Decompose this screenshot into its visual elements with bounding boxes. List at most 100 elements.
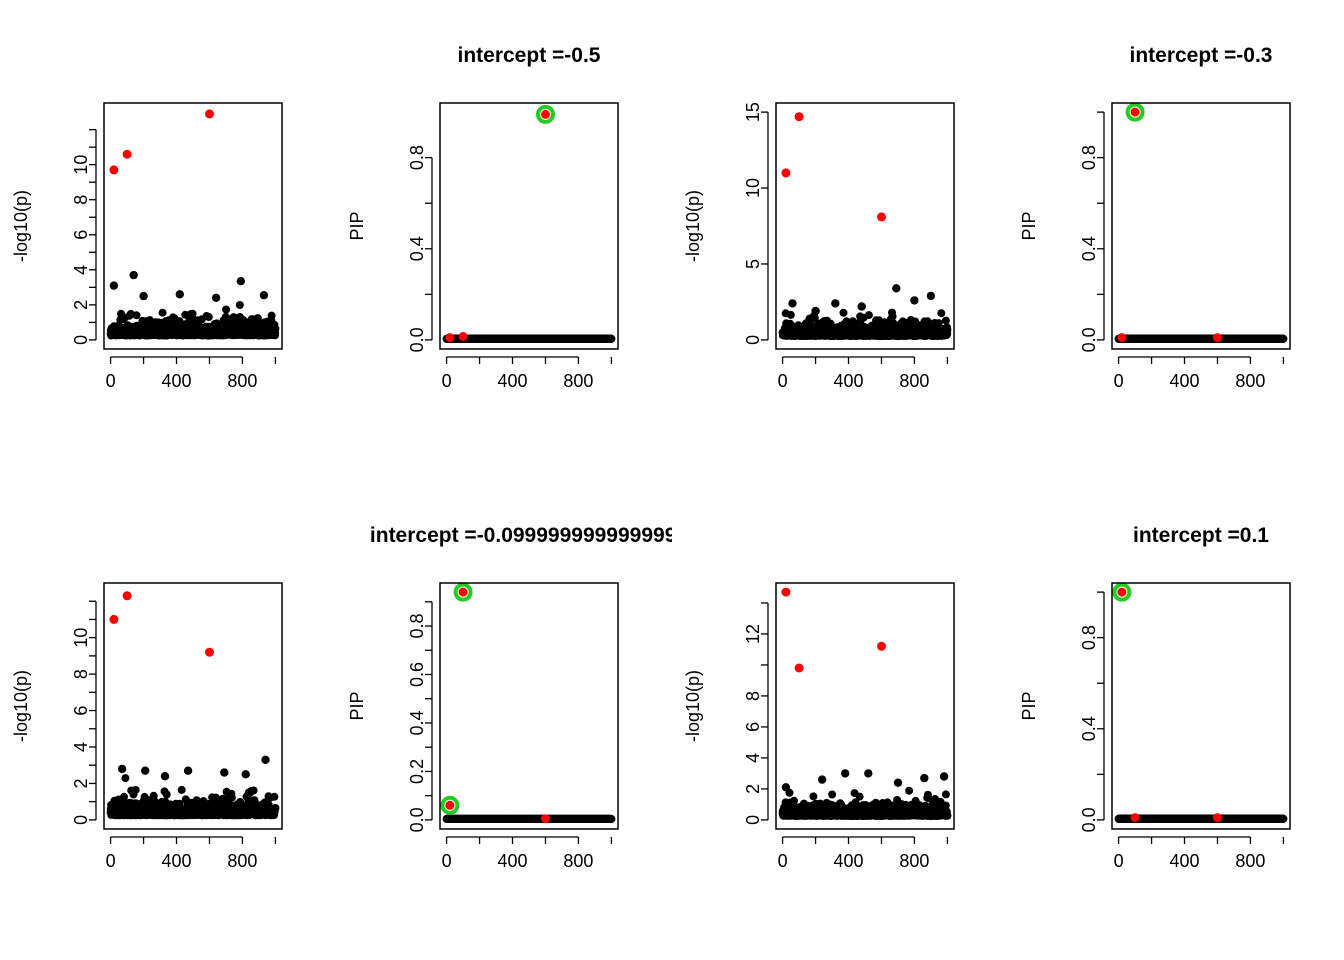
plot-box: [439, 102, 619, 350]
panel-title: intercept =-0.5: [458, 44, 601, 67]
bulk-point: [864, 311, 873, 320]
causal-point: [458, 332, 468, 341]
bulk-point: [158, 308, 167, 317]
y-tick-label: 0.4: [1079, 236, 1099, 261]
bulk-point: [888, 312, 897, 321]
causal-point: [445, 333, 455, 343]
bulk-point: [267, 311, 276, 320]
x-tick-label: 0: [106, 371, 116, 391]
causal-point: [877, 212, 886, 222]
panel-2: intercept =-0.5 0 400 800 0.0 0.4 0.8 PIP: [347, 44, 619, 391]
y-tick-label: 0.8: [407, 145, 427, 170]
y-tick-label: 0.8: [1079, 145, 1099, 170]
data-points: [442, 104, 616, 343]
x-tick-label: 800: [227, 371, 257, 391]
y-axis-label: -log10(p): [11, 190, 31, 262]
causal-point: [1117, 333, 1127, 343]
causal-point: [205, 109, 214, 119]
bulk-point: [175, 290, 184, 299]
data-points: [106, 591, 280, 820]
plot-box: [1111, 102, 1291, 350]
data-points: [1114, 103, 1288, 343]
y-tick-label: 6: [71, 230, 91, 240]
x-tick-label: 400: [833, 371, 863, 391]
bulk-point: [204, 313, 213, 321]
x-tick-label: 800: [899, 371, 929, 391]
bulk-point: [235, 301, 244, 309]
y-tick-label: 2: [71, 300, 91, 310]
bulk-point: [132, 311, 141, 320]
bulk-point: [131, 786, 140, 794]
y-tick-label: 4: [71, 265, 91, 275]
data-points: [778, 112, 952, 341]
bulk-point: [121, 774, 130, 783]
y-tick-label: 0: [743, 335, 763, 345]
y-axis-label: -log10(p): [683, 190, 703, 262]
x-tick-label: 400: [161, 371, 191, 391]
causal-point: [541, 109, 550, 119]
x-axis: 0 400 800: [778, 356, 949, 391]
bulk-point: [211, 293, 221, 302]
bulk-point: [162, 790, 171, 799]
y-tick-label: 10: [743, 178, 763, 198]
y-tick-label: 0.4: [407, 236, 427, 261]
bulk-point: [839, 308, 848, 317]
y-axis: 0.0 0.4 0.8: [407, 145, 433, 352]
y-tick-label: 8: [71, 195, 91, 205]
bulk-point: [222, 305, 231, 314]
x-tick-label: 800: [563, 371, 593, 391]
x-tick-label: 0: [442, 371, 452, 391]
y-axis: 0 2 4 6 8 10: [71, 128, 97, 345]
y-axis-label: PIP: [347, 211, 367, 240]
plot-box: [103, 102, 283, 350]
bulk-point: [227, 793, 236, 802]
y-tick-label: 0.0: [1079, 327, 1099, 352]
data-points: [106, 109, 280, 340]
causal-point: [122, 149, 132, 159]
bulk-point: [129, 270, 138, 280]
credible-set-ring: [1125, 103, 1145, 122]
bulk-point: [811, 306, 820, 316]
bulk-point: [937, 309, 946, 318]
causal-point: [794, 112, 804, 122]
bulk-point: [236, 277, 245, 286]
y-axis-label: PIP: [1019, 211, 1039, 240]
bulk-point: [259, 291, 269, 300]
causal-point: [1213, 333, 1222, 343]
bulk-point: [857, 302, 866, 311]
plot-box: [775, 102, 955, 350]
bulk-point: [892, 284, 901, 293]
bulk-point: [139, 291, 148, 301]
pip-point: [1279, 334, 1288, 343]
causal-point: [109, 165, 119, 175]
x-axis: 0 400 800: [1114, 356, 1285, 391]
pip-point: [607, 334, 616, 343]
credible-set-ring: [536, 104, 555, 124]
y-tick-label: 10: [71, 155, 91, 175]
bulk-point: [941, 316, 950, 325]
x-tick-label: 800: [1235, 371, 1265, 391]
x-tick-label: 0: [778, 371, 788, 391]
y-tick-label: 0: [71, 335, 91, 345]
x-axis: 0 400 800: [442, 356, 613, 391]
bulk-point: [910, 296, 919, 305]
y-axis: 0.0 0.4 0.8: [1079, 111, 1105, 352]
bulk-point: [271, 324, 280, 333]
bulk-point: [109, 281, 119, 290]
x-tick-label: 400: [1169, 371, 1199, 391]
bulk-point: [831, 299, 840, 308]
bulk-point: [177, 785, 186, 794]
panel-1: 0 400 800 0 2 4 6 8 10 -log10(p): [11, 102, 283, 391]
causal-point: [781, 168, 791, 178]
x-axis: 0 400 800: [106, 356, 277, 391]
y-tick-label: 15: [743, 102, 763, 122]
bulk-point: [943, 325, 952, 334]
x-tick-label: 0: [1114, 371, 1124, 391]
y-tick-label: 0.0: [407, 327, 427, 352]
x-tick-label: 400: [497, 371, 527, 391]
